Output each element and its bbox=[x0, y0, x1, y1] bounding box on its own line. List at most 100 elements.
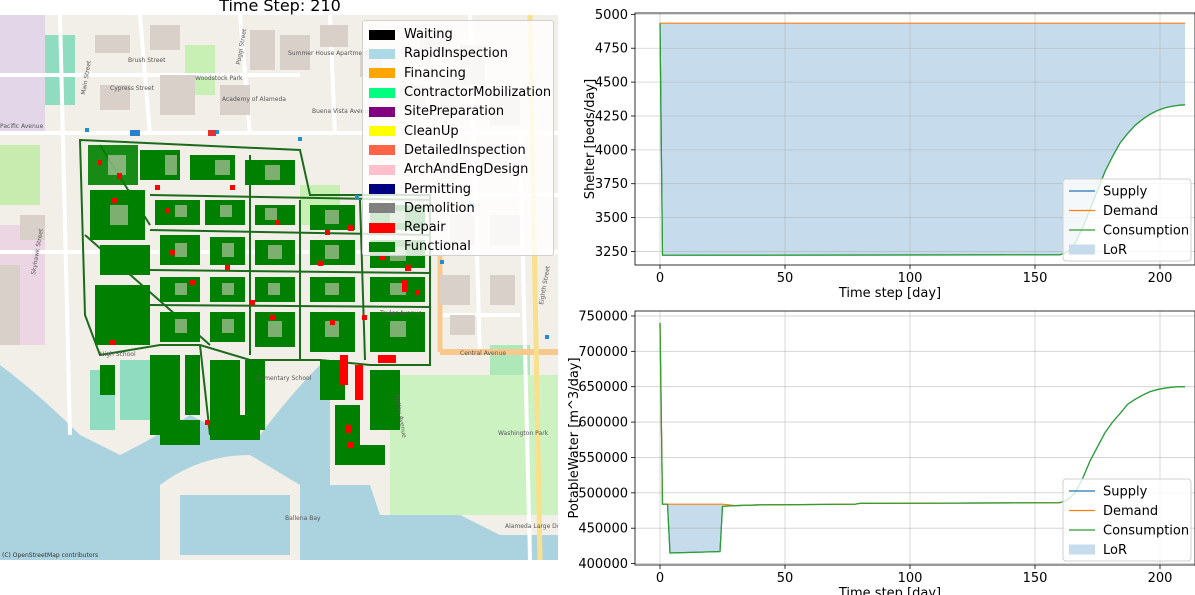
shelter-x-tick-label: 150 bbox=[1023, 271, 1048, 286]
water-x-tick-label: 0 bbox=[656, 571, 664, 586]
shelter-legend-label: Demand bbox=[1103, 204, 1158, 219]
legend-item-rapidinspection: RapidInspection bbox=[369, 44, 553, 63]
legend-swatch bbox=[369, 145, 395, 156]
shelter-y-tick-label: 3250 bbox=[595, 245, 628, 260]
shelter-legend-label: Supply bbox=[1103, 185, 1148, 200]
water-y-axis-label: PotableWater [m^3/day] bbox=[567, 357, 582, 518]
legend-label: ContractorMobilization bbox=[404, 85, 552, 101]
map-street-label: Ballena Bay bbox=[285, 515, 321, 522]
shelter-lor-area bbox=[660, 23, 1185, 256]
legend-swatch bbox=[369, 29, 395, 40]
legend-item-sitepreparation: SitePreparation bbox=[369, 102, 553, 121]
legend-label: DetailedInspection bbox=[404, 142, 526, 158]
water-legend-box bbox=[1062, 478, 1192, 562]
legend-swatch bbox=[369, 222, 395, 233]
legend-item-cleanup: CleanUp bbox=[369, 121, 553, 140]
map-street-label: Academy of Alameda bbox=[222, 96, 286, 103]
legend-label: Demolition bbox=[404, 200, 475, 216]
legend-item-repair: Repair bbox=[369, 218, 553, 237]
water-legend-label: Consumption bbox=[1103, 524, 1189, 539]
shelter-x-tick-label: 200 bbox=[1148, 271, 1173, 286]
water-y-tick-label: 550000 bbox=[578, 451, 628, 466]
map-attribution: (C) OpenStreetMap contributors bbox=[2, 552, 99, 559]
legend-item-contractormobilization: ContractorMobilization bbox=[369, 83, 553, 102]
water-y-tick-label: 450000 bbox=[578, 522, 628, 537]
shelter-legend-patch-lor bbox=[1069, 244, 1095, 255]
legend-swatch bbox=[369, 68, 395, 79]
shelter-y-axis-label: Shelter [beds/day] bbox=[583, 79, 598, 199]
map-street-label: Summer House Apartments bbox=[288, 50, 371, 57]
shelter-x-tick-label: 100 bbox=[898, 271, 923, 286]
shelter-x-axis-label: Time step [day] bbox=[838, 286, 941, 301]
shelter-axes-frame bbox=[634, 12, 1195, 266]
legend-item-functional: Functional bbox=[369, 237, 553, 256]
map-street-label: Central Avenue bbox=[460, 350, 506, 357]
map-street-label: Cypress Street bbox=[110, 85, 155, 92]
map-street-label: Brush Street bbox=[128, 57, 166, 64]
map-street-label: High School bbox=[100, 351, 136, 358]
legend-item-demolition: Demolition bbox=[369, 199, 553, 218]
legend-label: SitePreparation bbox=[404, 104, 505, 120]
legend-swatch bbox=[369, 106, 395, 117]
legend-label: Waiting bbox=[404, 27, 453, 43]
shelter-legend-label: LoR bbox=[1103, 243, 1127, 258]
map-street-label: Pacific Avenue bbox=[0, 123, 44, 130]
shelter-legend-box bbox=[1062, 178, 1192, 262]
shelter-y-tick-label: 3500 bbox=[595, 211, 628, 226]
water-series-demand bbox=[659, 322, 1061, 507]
water-x-tick-label: 200 bbox=[1148, 571, 1173, 586]
shelter-y-tick-label: 4000 bbox=[595, 143, 628, 158]
map-street-label: Elementary School bbox=[255, 375, 312, 382]
legend-label: ArchAndEngDesign bbox=[404, 162, 529, 178]
water-y-tick-label: 500000 bbox=[578, 486, 628, 501]
map-panel: Time Step: 210 bbox=[0, 0, 560, 595]
legend-swatch bbox=[369, 241, 395, 252]
charts-area: 0 50 100 150 200 3250 3500 3750 4000 4250 4500 4750… bbox=[567, 8, 1195, 595]
map-street-label: Taylor Avenue bbox=[379, 310, 422, 317]
map-legend: Waiting RapidInspection Financing Contra… bbox=[362, 20, 554, 256]
water-series-consumption bbox=[659, 322, 1185, 554]
legend-swatch bbox=[369, 48, 395, 59]
water-x-tick-label: 50 bbox=[777, 571, 794, 586]
legend-swatch bbox=[369, 126, 395, 137]
water-legend-patch-lor bbox=[1069, 544, 1095, 555]
water-axes-frame bbox=[634, 310, 1195, 566]
legend-label: Permitting bbox=[404, 181, 472, 197]
shelter-legend-label: Consumption bbox=[1103, 224, 1189, 239]
water-y-tick-label: 600000 bbox=[578, 416, 628, 431]
legend-item-detailedinspection: DetailedInspection bbox=[369, 141, 553, 160]
shelter-y-tick-label: 4750 bbox=[595, 42, 628, 57]
legend-item-financing: Financing bbox=[369, 64, 553, 83]
shelter-y-tick-label: 3750 bbox=[595, 177, 628, 192]
legend-item-archandengdesign: ArchAndEngDesign bbox=[369, 160, 553, 179]
water-y-tick-label: 750000 bbox=[578, 309, 628, 324]
legend-label: RapidInspection bbox=[404, 46, 508, 62]
legend-label: Financing bbox=[404, 65, 466, 81]
shelter-y-tick-label: 5000 bbox=[595, 8, 628, 23]
water-x-axis-label: Time step [day] bbox=[838, 586, 941, 595]
shelter-y-tick-label: 4500 bbox=[595, 76, 628, 91]
shelter-x-tick-label: 0 bbox=[656, 271, 664, 286]
legend-item-permitting: Permitting bbox=[369, 179, 553, 198]
legend-swatch bbox=[369, 164, 395, 175]
map-title: Time Step: 210 bbox=[219, 0, 341, 15]
legend-label: CleanUp bbox=[404, 123, 459, 139]
legend-label: Functional bbox=[404, 239, 471, 255]
water-legend-label: Supply bbox=[1103, 485, 1148, 500]
shelter-x-tick-label: 50 bbox=[777, 271, 794, 286]
legend-swatch bbox=[369, 184, 395, 195]
water-legend-label: Demand bbox=[1103, 504, 1158, 519]
water-legend-label: LoR bbox=[1103, 543, 1127, 558]
water-x-tick-label: 150 bbox=[1023, 571, 1048, 586]
water-y-tick-label: 700000 bbox=[578, 345, 628, 360]
map-street-label: Washington Park bbox=[498, 430, 549, 437]
legend-swatch bbox=[369, 87, 395, 98]
map-street-label: Buena Vista Avenue bbox=[312, 108, 372, 115]
legend-item-waiting: Waiting bbox=[369, 25, 553, 44]
map-street-label: Alameda Large Dog Park bbox=[505, 523, 558, 530]
shelter-y-tick-label: 4250 bbox=[595, 109, 628, 124]
legend-swatch bbox=[369, 203, 395, 214]
water-x-tick-label: 100 bbox=[898, 571, 923, 586]
legend-label: Repair bbox=[404, 220, 446, 236]
map-street-label: Woodstock Park bbox=[195, 75, 243, 82]
